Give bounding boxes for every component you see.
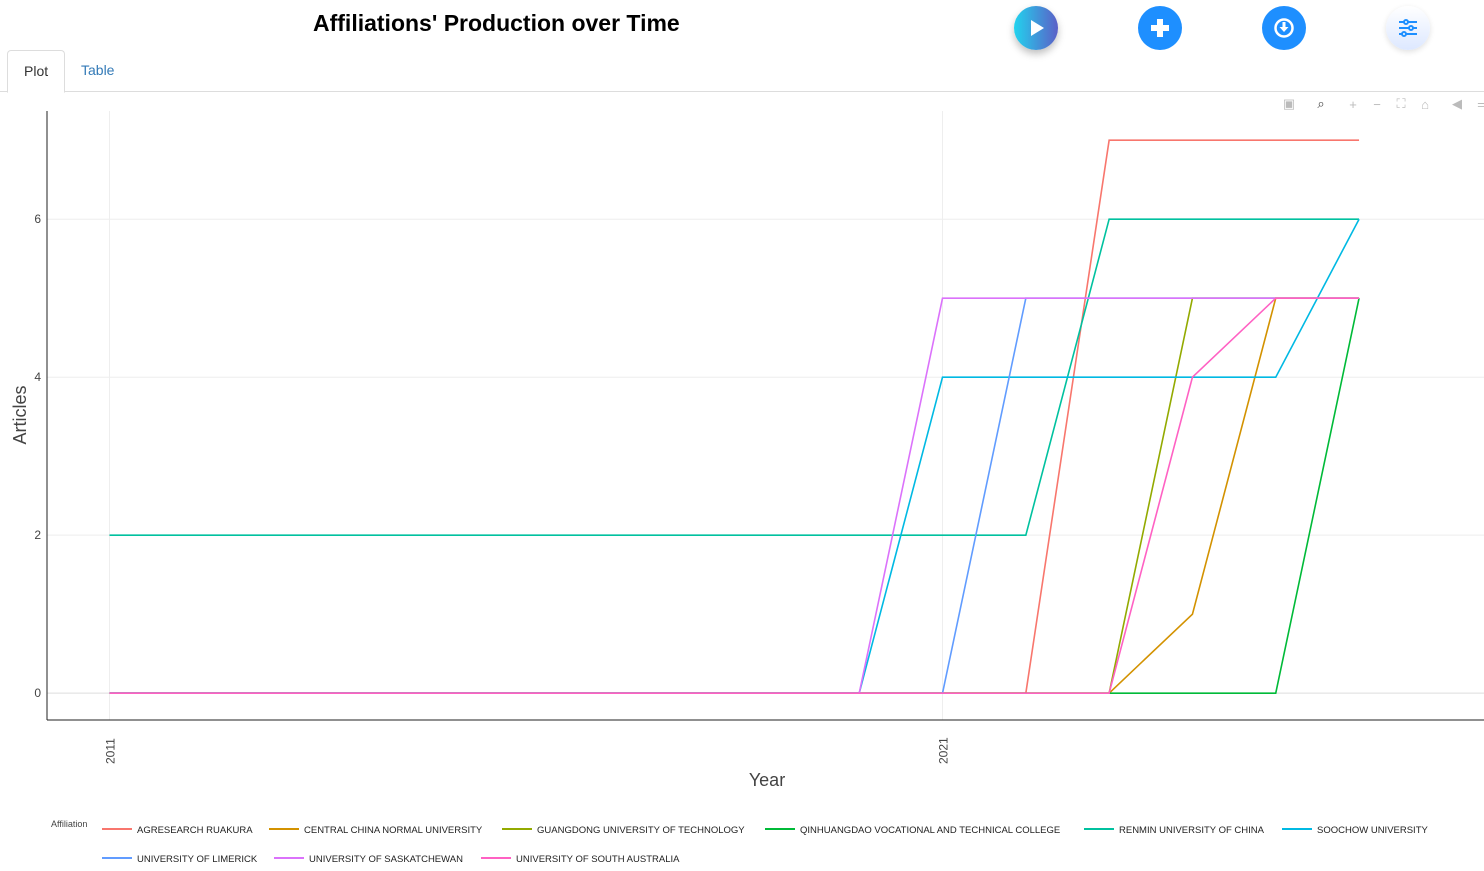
zoom-icon[interactable]: ⌕ xyxy=(1317,96,1325,111)
download-icon xyxy=(1274,18,1294,38)
legend-label: QINHUANGDAO VOCATIONAL AND TECHNICAL COL… xyxy=(800,825,1060,836)
hover-compare-icon[interactable]: = xyxy=(1477,96,1484,112)
legend-label: GUANGDONG UNIVERSITY OF TECHNOLOGY xyxy=(537,825,745,836)
series-line-9 xyxy=(109,297,1360,694)
y-tick-label: 2 xyxy=(34,528,41,542)
series-line-5 xyxy=(109,218,1360,536)
legend-label: UNIVERSITY OF SOUTH AUSTRALIA xyxy=(516,854,680,865)
series-line-1 xyxy=(109,139,1360,694)
download-button[interactable] xyxy=(1262,6,1306,50)
camera-icon[interactable]: ▣ xyxy=(1282,96,1296,111)
legend-label: SOOCHOW UNIVERSITY xyxy=(1317,825,1429,836)
autoscale-icon[interactable]: ⛶ xyxy=(1396,96,1406,111)
hover-closest-icon[interactable]: ◀ xyxy=(1452,96,1462,111)
tab-table[interactable]: Table xyxy=(81,62,115,78)
series-line-4 xyxy=(109,298,1360,694)
y-tick-label: 0 xyxy=(34,686,41,700)
legend-label: UNIVERSITY OF LIMERICK xyxy=(137,854,258,865)
legend-label: AGRESEARCH RUAKURA xyxy=(137,825,253,836)
series-line-7 xyxy=(109,297,1360,694)
tab-plot[interactable]: Plot xyxy=(7,50,66,93)
series-line-2 xyxy=(109,297,1360,694)
legend-title: Affiliation xyxy=(51,819,87,829)
sliders-icon xyxy=(1399,19,1417,37)
zoom-in-icon[interactable]: + xyxy=(1349,96,1357,112)
x-axis-title: Year xyxy=(749,770,785,790)
legend-label: UNIVERSITY OF SASKATCHEWAN xyxy=(309,854,463,865)
add-button[interactable] xyxy=(1138,6,1182,50)
x-tick-label: 2021 xyxy=(937,737,951,764)
series-line-8 xyxy=(109,297,1360,694)
series-line-3 xyxy=(109,297,1360,694)
x-tick-label: 2011 xyxy=(103,738,117,764)
play-icon xyxy=(1031,20,1044,36)
legend-label: RENMIN UNIVERSITY OF CHINA xyxy=(1119,825,1265,836)
page-title: Affiliations' Production over Time xyxy=(313,10,680,36)
settings-button[interactable] xyxy=(1386,6,1430,50)
y-axis-title: Articles xyxy=(10,385,30,444)
series-line-6 xyxy=(109,218,1360,694)
plus-icon xyxy=(1151,19,1169,37)
legend-label: CENTRAL CHINA NORMAL UNIVERSITY xyxy=(304,825,483,836)
home-icon[interactable]: ⌂ xyxy=(1421,96,1429,112)
tab-bar: Plot Table xyxy=(0,50,1484,93)
y-tick-label: 6 xyxy=(34,212,41,226)
zoom-out-icon[interactable]: − xyxy=(1373,96,1381,112)
y-tick-label: 4 xyxy=(34,370,41,384)
play-button[interactable] xyxy=(1014,6,1058,50)
